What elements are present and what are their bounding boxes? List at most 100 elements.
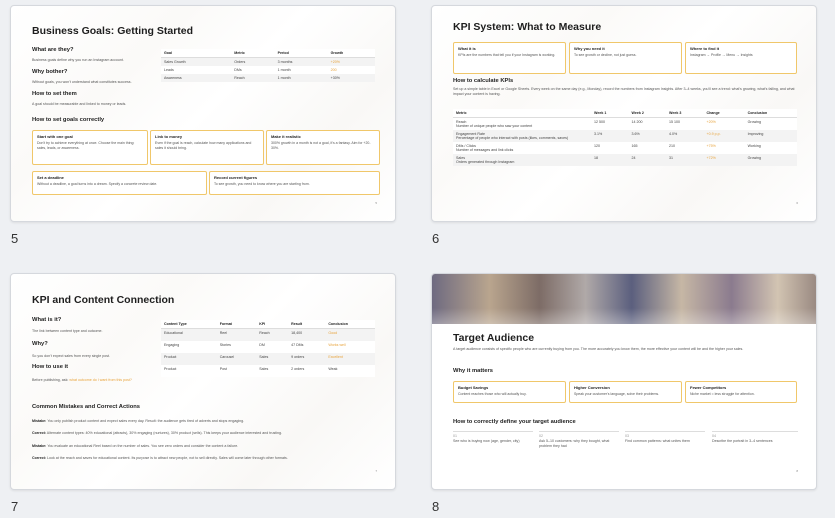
table-row: Engagement Rate Percentage of people who … [453, 130, 797, 142]
table-cell: Educational [161, 328, 217, 341]
slide-thumbnail-5[interactable]: Business Goals: Getting Started What are… [10, 5, 396, 222]
card-title: Make it realistic [271, 134, 301, 139]
tip-card: Record current figures To see growth, yo… [209, 171, 380, 195]
answer-text: A goal should be measurable and linked t… [32, 102, 127, 106]
correct-line: Correct: Alternate content types: 40% ed… [32, 431, 283, 435]
card-desc: Don't try to achieve everything at once.… [37, 141, 135, 150]
step-item: 01 See who is buying now (age, gender, c… [453, 431, 533, 444]
card-desc: Speak your customer's language, solve th… [574, 392, 660, 396]
table-cell: Leads [164, 68, 174, 72]
card-title: What it is [458, 46, 476, 51]
section-heading: Common Mistakes and Correct Actions [32, 404, 141, 410]
question-heading: Why? [32, 341, 48, 347]
card-title: Link to money [155, 134, 183, 139]
table-header: Metric [453, 109, 591, 118]
section-heading: How to correctly define your target audi… [453, 419, 576, 425]
table-cell: Weak [328, 366, 338, 371]
card-title: Start with one goal [37, 134, 73, 139]
table-cell: DM [259, 342, 265, 347]
table-cell: 120 [594, 144, 600, 148]
correct-line: Correct: Look at the reach and saves for… [32, 456, 288, 460]
table-cell: 210 [669, 144, 675, 148]
card-desc: Without a deadline, a goal turns into a … [37, 182, 158, 186]
question-heading: Why bother? [32, 69, 68, 75]
tip-card: Start with one goal Don't try to achieve… [32, 130, 148, 165]
table-cell: 24 [628, 154, 666, 166]
table-header: Content Type [161, 320, 217, 329]
table-cell: DMs [234, 68, 242, 72]
table-cell: Growing [747, 120, 761, 124]
answer-text: Without goals, you won't understand what… [32, 80, 132, 84]
table-cell: 18 [591, 154, 629, 166]
slide-number-label: 6 [432, 231, 440, 246]
table-cell: Growing [744, 154, 797, 166]
table-cell: 3.6% [628, 130, 666, 142]
slide-number-label: 5 [11, 231, 19, 246]
table-cell: 47 DMs [291, 342, 304, 347]
mistake-line: Mistake: You evaluate an educational Ree… [32, 444, 239, 448]
table-cell: 200 [330, 68, 337, 72]
section-heading: How to calculate KPIs [453, 78, 514, 84]
card-desc: To see growth, you need to know where yo… [214, 182, 310, 186]
table-cell: Reach [256, 328, 289, 341]
table-cell: 9 orders [288, 352, 326, 365]
table-cell: 2 orders [291, 366, 305, 371]
slide-thumbnail-6[interactable]: KPI System: What to Measure What it is K… [431, 5, 817, 222]
table-row: Leads DMs 1 month 200 [161, 66, 375, 74]
tip-card: Set a deadline Without a deadline, a goa… [32, 171, 207, 195]
card-desc: Even if the goal is reach, calculate how… [155, 141, 252, 150]
page-number: 6 [796, 201, 798, 205]
table-header: Period [274, 49, 328, 58]
slide-thumbnail-7[interactable]: KPI and Content Connection What is it? T… [10, 273, 396, 490]
benefit-card: Higher Conversion Speak your customer's … [569, 381, 682, 403]
table-row: Product Post Sales 2 orders Weak [161, 365, 375, 377]
table-header: Week 1 [591, 109, 629, 118]
kpi-table: Metric Week 1 Week 2 Week 3 Change Concl… [453, 109, 797, 166]
table-cell: 15 100 [669, 120, 680, 124]
table-row: Engaging Stories DM 47 DMs Works well [161, 341, 375, 353]
table-cell: Stories [219, 342, 231, 347]
intro-text: Set up a simple table in Excel or Google… [453, 87, 795, 96]
answer-text: Before publishing, ask: what outcome do … [32, 378, 132, 382]
table-cell: Sales [256, 352, 289, 365]
card-title: Record current figures [214, 175, 258, 180]
step-item: 04 Describe the portrait in 3–4 sentence… [712, 431, 798, 444]
table-cell: Improving [744, 130, 797, 142]
slide-title: Business Goals: Getting Started [32, 25, 194, 37]
info-card: What it is KPIs are the numbers that tel… [453, 42, 566, 74]
slide-thumbnail-8[interactable]: Target Audience A target audience consis… [431, 273, 817, 490]
table-cell: Engaging [164, 342, 180, 347]
table-cell: Works well [328, 342, 346, 347]
goals-table: Goal Metric Period Growth Sales Growth O… [161, 49, 375, 82]
table-cell: 3.1% [591, 130, 629, 142]
table-row: Educational Reel Reach 18,400 Good [161, 328, 375, 341]
table-cell: Working [747, 144, 761, 148]
card-desc: Content reaches those who will actually … [458, 392, 527, 396]
table-cell: Sales Growth [161, 57, 232, 66]
table-cell: +20% [706, 120, 716, 124]
tip-card: Link to money Even if the goal is reach,… [150, 130, 264, 165]
content-kpi-table: Content Type Format KPI Result Conclusio… [161, 320, 375, 377]
table-cell: Sales [259, 366, 269, 371]
mistake-line: Mistake: You only publish product conten… [32, 419, 245, 423]
step-item: 02 Ask 5–10 customers: why they bought, … [539, 431, 619, 449]
table-header: Growth [327, 49, 375, 58]
table-cell: Product [164, 366, 177, 371]
table-header: Result [288, 320, 326, 329]
section-heading: How to set goals correctly [32, 117, 105, 123]
table-header: Week 2 [628, 109, 666, 118]
benefit-card: Fewer Competitors Niche market = less st… [685, 381, 797, 403]
table-cell: Orders [231, 57, 275, 66]
table-cell: +0.9 p.p. [703, 130, 745, 142]
slide-title: KPI and Content Connection [32, 294, 175, 306]
table-header: Conclusion [325, 320, 375, 329]
info-card: Where to find it Instagram → Profile → M… [685, 42, 797, 74]
table-row: Reach Number of unique people who saw you… [453, 118, 797, 131]
table-header: Metric [231, 49, 275, 58]
table-cell: Engagement Rate Percentage of people who … [453, 130, 591, 142]
table-cell: +30% [327, 74, 375, 82]
table-row: DMs / Clicks Number of messages and link … [453, 142, 797, 154]
table-cell: DMs / Clicks Number of messages and link … [456, 144, 514, 152]
table-cell: Product [161, 352, 217, 365]
card-title: Where to find it [690, 46, 720, 51]
